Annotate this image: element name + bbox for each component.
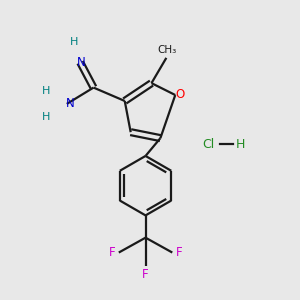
Text: H: H [42, 85, 50, 96]
Text: H: H [70, 37, 78, 46]
Text: N: N [77, 56, 86, 69]
Text: F: F [142, 268, 149, 281]
Text: CH₃: CH₃ [157, 45, 177, 55]
Text: O: O [176, 88, 185, 101]
Text: H: H [236, 138, 245, 151]
Text: F: F [176, 246, 182, 259]
Text: Cl: Cl [202, 138, 214, 151]
Text: F: F [109, 246, 116, 259]
Text: N: N [66, 98, 75, 110]
Text: H: H [42, 112, 50, 122]
